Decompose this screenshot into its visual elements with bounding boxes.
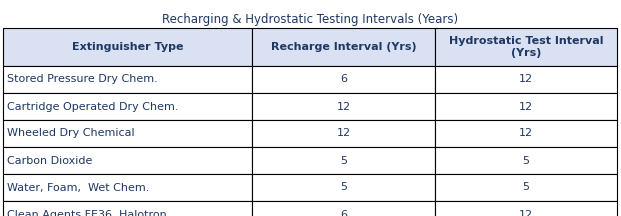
- Bar: [252, 93, 435, 120]
- Bar: [435, 28, 617, 66]
- Text: Clean Agents,FE36, Halotron: Clean Agents,FE36, Halotron: [7, 210, 167, 216]
- Text: Cartridge Operated Dry Chem.: Cartridge Operated Dry Chem.: [7, 102, 178, 111]
- Text: 5: 5: [522, 183, 530, 192]
- Text: 12: 12: [519, 75, 533, 84]
- Text: 12: 12: [519, 102, 533, 111]
- Bar: [252, 147, 435, 174]
- Bar: [252, 201, 435, 216]
- Bar: [435, 120, 617, 147]
- Text: Water, Foam,  Wet Chem.: Water, Foam, Wet Chem.: [7, 183, 150, 192]
- Text: Recharge Interval (Yrs): Recharge Interval (Yrs): [271, 42, 416, 52]
- Bar: [435, 66, 617, 93]
- Bar: [435, 201, 617, 216]
- Text: 5: 5: [340, 183, 347, 192]
- Text: Hydrostatic Test Interval
(Yrs): Hydrostatic Test Interval (Yrs): [449, 36, 604, 58]
- Text: 12: 12: [519, 129, 533, 138]
- Text: Wheeled Dry Chemical: Wheeled Dry Chemical: [7, 129, 135, 138]
- Bar: [3, 93, 252, 120]
- Bar: [435, 93, 617, 120]
- Text: 6: 6: [340, 75, 347, 84]
- Bar: [3, 120, 252, 147]
- Text: Stored Pressure Dry Chem.: Stored Pressure Dry Chem.: [7, 75, 158, 84]
- Text: Carbon Dioxide: Carbon Dioxide: [7, 156, 93, 165]
- Bar: [252, 66, 435, 93]
- Bar: [252, 120, 435, 147]
- Bar: [3, 201, 252, 216]
- Text: 5: 5: [340, 156, 347, 165]
- Bar: [435, 147, 617, 174]
- Text: 6: 6: [340, 210, 347, 216]
- Text: 5: 5: [522, 156, 530, 165]
- Bar: [3, 28, 252, 66]
- Bar: [435, 174, 617, 201]
- Text: 12: 12: [337, 102, 350, 111]
- Bar: [252, 28, 435, 66]
- Text: Recharging & Hydrostatic Testing Intervals (Years): Recharging & Hydrostatic Testing Interva…: [163, 13, 458, 26]
- Text: Extinguisher Type: Extinguisher Type: [72, 42, 183, 52]
- Bar: [3, 174, 252, 201]
- Text: 12: 12: [519, 210, 533, 216]
- Bar: [3, 66, 252, 93]
- Text: 12: 12: [337, 129, 350, 138]
- Bar: [3, 147, 252, 174]
- Bar: [252, 174, 435, 201]
